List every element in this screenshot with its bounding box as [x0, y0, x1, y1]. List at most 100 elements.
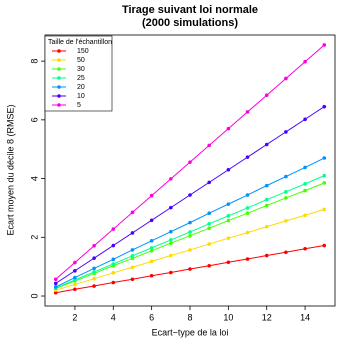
data-point [207, 242, 211, 246]
data-point [322, 173, 327, 178]
data-point [322, 243, 327, 248]
data-point [226, 260, 231, 265]
legend-dot [57, 94, 61, 98]
chart-title: Tirage suivant loi normale [122, 4, 258, 16]
data-point [92, 244, 96, 248]
data-point [322, 207, 327, 212]
data-point [130, 231, 135, 235]
x-tick-label: 6 [149, 312, 154, 322]
data-point [207, 221, 211, 226]
data-point [130, 265, 135, 270]
x-tick-label: 10 [223, 312, 233, 322]
data-point [73, 275, 77, 280]
data-point [207, 226, 211, 230]
data-point [111, 257, 116, 262]
data-point [264, 203, 269, 208]
data-point [226, 214, 231, 218]
data-point [169, 205, 173, 210]
data-point [188, 230, 192, 234]
legend-label: 25 [77, 75, 85, 82]
data-point [169, 270, 173, 275]
data-point [169, 253, 173, 258]
legend-dot [57, 85, 61, 89]
legend-dot [57, 67, 61, 71]
data-point [188, 193, 192, 197]
data-point [73, 287, 77, 292]
data-point [322, 181, 327, 185]
data-point [73, 282, 77, 287]
legend-label: 20 [77, 84, 85, 91]
data-point [264, 253, 269, 258]
data-point [92, 256, 96, 260]
data-point [73, 260, 77, 265]
x-tick-label: 14 [300, 312, 310, 322]
legend-dot [57, 58, 61, 62]
data-point [92, 284, 96, 288]
data-point [111, 271, 116, 275]
y-axis-label: Ecart moyen du décile 8 (RMSE) [5, 104, 15, 235]
legend-dot [57, 103, 61, 107]
data-point [303, 213, 307, 218]
data-point [188, 160, 192, 164]
data-point [207, 180, 211, 185]
data-point [264, 183, 269, 188]
data-point [130, 253, 135, 258]
data-point [92, 270, 96, 274]
data-point [130, 277, 135, 282]
data-point [207, 143, 211, 148]
y-tick-label: 2 [29, 235, 39, 240]
data-point [322, 104, 327, 109]
data-point [245, 211, 250, 216]
data-point [149, 246, 154, 250]
data-point [226, 236, 231, 240]
data-point [207, 263, 211, 268]
data-point [226, 202, 231, 206]
data-point [303, 188, 307, 193]
x-axis-label: Ecart−type de la loi [152, 327, 229, 337]
data-point [245, 206, 250, 210]
data-point [149, 239, 154, 243]
data-point [303, 117, 307, 122]
y-tick-label: 6 [29, 117, 39, 122]
data-point [111, 227, 116, 231]
x-tick-label: 8 [187, 312, 192, 322]
data-point [111, 243, 116, 248]
data-point [169, 241, 173, 245]
data-point [322, 156, 327, 160]
data-point [226, 167, 231, 172]
y-tick-label: 8 [29, 59, 39, 64]
data-point [73, 268, 77, 273]
y-tick-label: 4 [29, 176, 39, 181]
data-point [169, 177, 173, 181]
data-point [188, 234, 192, 238]
data-point [303, 182, 307, 186]
x-tick-label: 4 [111, 312, 116, 322]
data-point [264, 197, 269, 202]
data-point [92, 276, 96, 281]
data-point [130, 248, 135, 252]
data-point [303, 246, 307, 251]
data-point [92, 266, 96, 271]
data-point [207, 211, 211, 216]
data-point [226, 126, 231, 131]
data-point [149, 218, 154, 223]
data-point [149, 273, 154, 278]
legend-title: Taille de l'échantillon [48, 39, 112, 46]
data-point [53, 290, 58, 295]
legend-label: 150 [77, 48, 89, 55]
data-point [169, 229, 173, 234]
data-point [264, 93, 269, 97]
data-point [264, 224, 269, 229]
data-point [303, 59, 307, 64]
data-point [188, 220, 192, 225]
data-point [188, 267, 192, 271]
data-point [130, 210, 135, 215]
legend-box [44, 35, 113, 112]
legend-label: 10 [77, 93, 85, 100]
legend-label: 5 [77, 102, 81, 109]
data-point [53, 285, 58, 289]
legend-label: 30 [77, 66, 85, 73]
data-point [303, 165, 307, 170]
y-tick-label: 0 [29, 294, 39, 299]
